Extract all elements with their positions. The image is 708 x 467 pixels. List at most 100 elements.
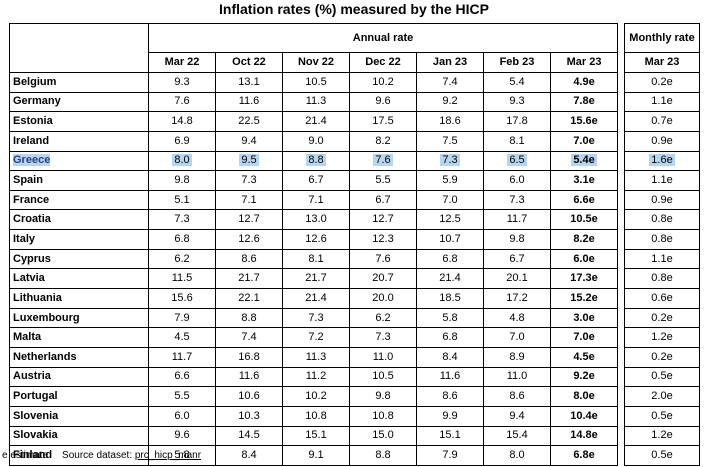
country-name: Croatia [9,209,149,231]
rate-cell: 6.0 [148,405,216,427]
rate-cell: 10.5e [549,209,619,231]
rate-cell: 12.3 [349,229,417,250]
rate-cell: 7.5 [416,130,484,152]
rate-cell: 7.0e [549,327,619,348]
table-row: Malta 4.5 7.4 7.2 7.3 6.8 7.0 7.0e [9,327,619,348]
rate-cell: 10.6 [215,386,283,407]
table-row: Netherlands 11.7 16.8 11.3 11.0 8.4 8.9 4.5e [9,346,619,368]
table-row: Lithuania 15.6 22.1 21.4 20.0 18.5 17.2 15.2e [9,288,619,309]
rate-cell: 11.2 [282,366,350,388]
country-name: Italy [9,229,149,250]
rate-cell: 9.6 [148,425,216,447]
column-header: Dec 22 [349,52,417,73]
rate-cell: 6.8e [549,445,619,466]
rate-cell: 6.7 [282,170,350,191]
rate-cell: 22.1 [215,288,283,309]
rate-cell: 9.1 [282,445,350,466]
table-row: 0.5e [624,445,700,466]
rate-cell: 20.1 [483,268,551,290]
rate-cell: 14.5 [215,425,283,447]
rate-cell: 5.5 [349,170,417,191]
rate-cell: 8.1 [282,248,350,270]
rate-cell: 8.8 [282,150,350,172]
monthly-rate-header: Monthly rate [624,23,700,53]
rate-cell: 21.7 [215,268,283,290]
rate-cell: 9.2e [549,366,619,388]
rate-cell: 8.2e [549,229,619,250]
rate-cell: 17.5 [349,111,417,132]
annual-rate-table: Annual rate Mar 22 Oct 22 Nov 22 Dec 22 Jan … [9,23,619,466]
rate-cell: 7.6 [349,150,417,172]
rate-cell: 11.5 [148,268,216,290]
country-name: Austria [9,366,149,388]
country-name: Portugal [9,386,149,407]
rate-cell: 8.8 [349,445,417,466]
rate-cell: 11.6 [215,366,283,388]
rate-cell: 5.9 [416,170,484,191]
table-row: Ireland 6.9 9.4 9.0 8.2 7.5 8.1 7.0e [9,130,619,152]
monthly-rate-cell: 0.9e [624,189,700,211]
rate-cell: 9.4 [215,130,283,152]
page-title: Inflation rates (%) measured by the HICP [219,1,489,17]
source-dataset-link[interactable]: prc_hicp_manr [134,450,202,461]
rate-cell: 7.3 [148,209,216,231]
rate-cell: 10.5 [349,366,417,388]
table-row: Belgium 9.3 13.1 10.5 10.2 7.4 5.4 4.9e [9,72,619,93]
table-row: 0.2e [624,346,700,368]
rate-cell: 9.3 [483,91,551,113]
table-row: 1.2e [624,425,700,447]
table-row: Spain 9.8 7.3 6.7 5.5 5.9 6.0 3.1e [9,170,619,191]
rate-cell: 6.0 [483,170,551,191]
table-row: Luxembourg 7.9 8.8 7.3 6.2 5.8 4.8 3.0e [9,307,619,329]
rate-cell: 7.3 [215,170,283,191]
monthly-rate-cell: 0.6e [624,288,700,309]
rate-cell: 6.8 [148,229,216,250]
table-row: Italy 6.8 12.6 12.6 12.3 10.7 9.8 8.2e [9,229,619,250]
table-row: Croatia 7.3 12.7 13.0 12.7 12.5 11.7 10.5e [9,209,619,231]
rate-cell: 5.5 [148,386,216,407]
rate-cell: 4.5e [549,346,619,368]
table-row: 0.9e [624,130,700,152]
monthly-column-header: Mar 23 [624,52,700,73]
country-name: Belgium [9,72,149,93]
rate-cell: 8.1 [483,130,551,152]
rate-cell: 17.8 [483,111,551,132]
table-row: 0.5e [624,405,700,427]
monthly-rate-cell: 0.5e [624,445,700,466]
column-header: Mar 23 [549,52,619,73]
rate-cell: 7.0 [483,327,551,348]
rate-cell: 21.7 [282,268,350,290]
rate-cell: 6.2 [349,307,417,329]
rate-cell: 7.3 [483,189,551,211]
rate-cell: 8.6 [416,386,484,407]
rate-cell: 11.6 [215,91,283,113]
rate-cell: 6.6e [549,189,619,211]
rate-cell: 10.7 [416,229,484,250]
table-row: 1.1e [624,170,700,191]
rate-cell: 6.8 [416,327,484,348]
column-header: Jan 23 [416,52,484,73]
rate-cell: 6.6 [148,366,216,388]
table-row: France 5.1 7.1 7.1 6.7 7.0 7.3 6.6e [9,189,619,211]
rate-cell: 9.5 [215,150,283,172]
rate-cell: 7.9 [416,445,484,466]
rate-cell: 4.9e [549,72,619,93]
rate-cell: 12.7 [215,209,283,231]
rate-cell: 7.1 [215,189,283,211]
rate-cell: 9.8 [349,386,417,407]
table-row: 1.1e [624,91,700,113]
monthly-rate-cell: 0.9e [624,130,700,152]
rate-cell: 8.0 [483,445,551,466]
rate-cell: 8.0 [148,150,216,172]
rate-cell: 4.5 [148,327,216,348]
rate-cell: 10.8 [282,405,350,427]
rate-cell: 7.3 [349,327,417,348]
rate-cell: 21.4 [416,268,484,290]
country-name: Cyprus [9,248,149,270]
table-row: 0.5e [624,366,700,388]
rate-cell: 18.5 [416,288,484,309]
country-name: Slovenia [9,405,149,427]
rate-cell: 14.8 [148,111,216,132]
monthly-rate-cell: 0.5e [624,366,700,388]
country-name: Malta [9,327,149,348]
